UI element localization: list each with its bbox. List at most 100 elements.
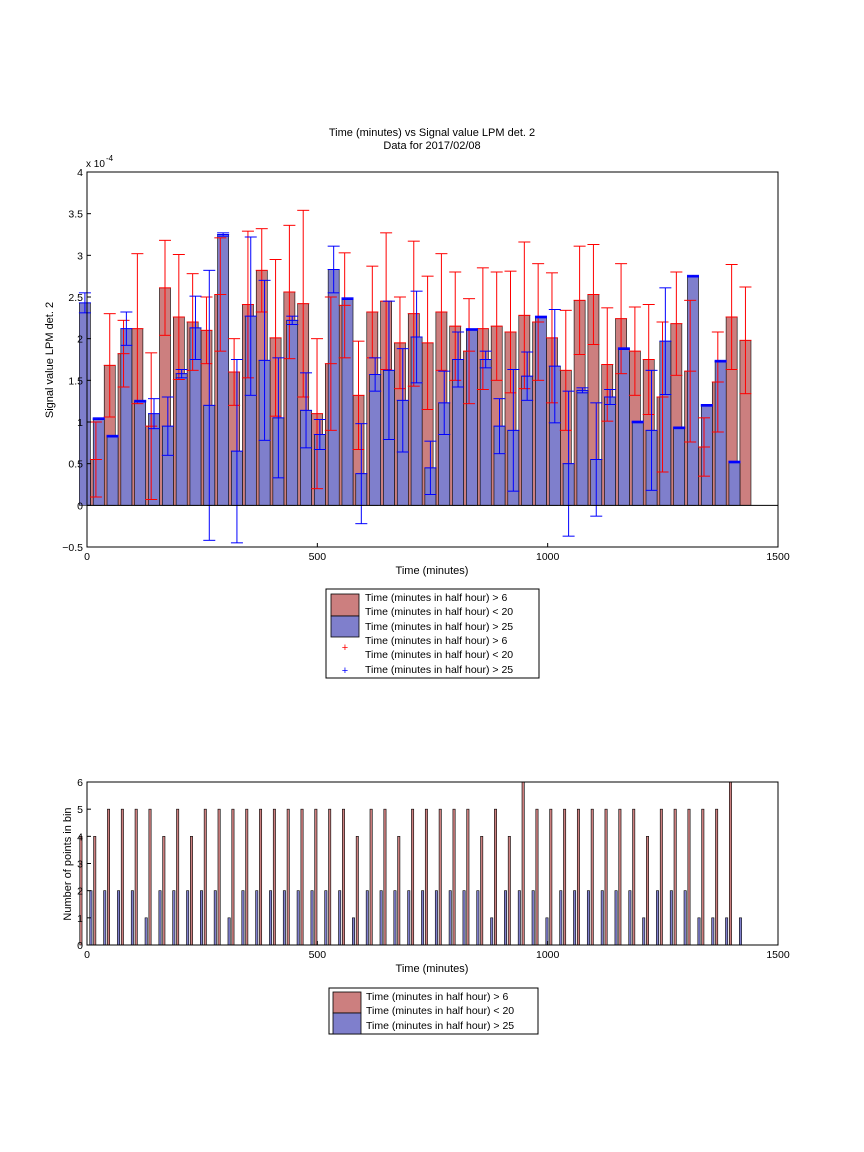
x-tick-label: 0: [84, 551, 90, 563]
bar-blue: [134, 400, 147, 506]
x-tick-label: 500: [309, 551, 327, 563]
bar-blue: [286, 320, 299, 506]
count-bar-red: [507, 836, 511, 946]
count-bar-red: [728, 781, 732, 946]
count-bar-blue: [172, 890, 176, 946]
legend-entry: Time (minutes in half hour) > 6: [365, 592, 507, 604]
bar-blue: [327, 269, 340, 506]
count-bar-red: [466, 808, 470, 946]
count-bar-red: [673, 808, 677, 946]
count-bar-red: [590, 808, 594, 946]
count-bar-red: [701, 808, 705, 946]
count-bar-blue: [586, 890, 590, 946]
count-bar-blue: [158, 890, 162, 946]
y-tick-label: 2.5: [68, 292, 83, 304]
count-bar-blue: [269, 890, 273, 946]
legend-marker-red: +: [342, 642, 348, 654]
count-bar-blue: [642, 917, 646, 946]
count-bar-red: [231, 808, 235, 946]
count-bar-blue: [338, 890, 342, 946]
exponent-power: -4: [106, 154, 114, 163]
count-legend: Time (minutes in half hour) > 6 Time (mi…: [328, 987, 539, 1035]
legend-box: [328, 987, 539, 1035]
plot-frame: [86, 171, 779, 548]
count-bar-red: [549, 808, 553, 946]
y-tick-label: 0.5: [68, 459, 83, 471]
count-bar-red: [342, 808, 345, 946]
count-bar-red: [397, 836, 401, 946]
count-bar-blue: [517, 890, 521, 946]
count-bar-red: [134, 808, 138, 946]
y-tick-label: 2: [77, 334, 83, 346]
y-tick-label: −0.5: [62, 542, 83, 554]
y-tick-label: 3: [77, 250, 83, 262]
count-bar-blue: [255, 890, 259, 946]
chart-title: Time (minutes) vs Signal value LPM det. …: [329, 127, 535, 139]
legend-swatch-red: [332, 991, 362, 1014]
legend-box: [325, 588, 540, 679]
y-tick-label: 4: [77, 167, 83, 179]
bar-blue: [700, 405, 713, 506]
y-tick-label: 4: [77, 831, 83, 843]
count-bar-blue: [310, 890, 314, 946]
count-bar-blue: [352, 917, 355, 946]
count-bar-red: [259, 808, 263, 946]
count-bar-blue: [379, 890, 383, 946]
count-bar-red: [383, 808, 387, 946]
y-axis-label: Number of points in bin: [62, 807, 74, 920]
count-bar-red: [203, 808, 207, 946]
bar-blue: [673, 427, 685, 506]
legend-entry: Time (minutes in half hour) > 6: [365, 635, 507, 647]
y-tick-label: 5: [77, 804, 83, 816]
x-axis-label: Time (minutes): [396, 963, 469, 975]
count-bar-blue: [600, 890, 604, 946]
count-bar-red: [369, 808, 373, 946]
count-bar-blue: [628, 890, 632, 946]
legend-entry: Time (minutes in half hour) > 25: [365, 621, 513, 633]
count-bar-blue: [559, 890, 563, 946]
bar-blue: [217, 234, 229, 506]
count-bar-blue: [669, 890, 673, 946]
count-bar-blue: [186, 890, 190, 946]
count-bar-red: [646, 836, 649, 946]
legend-swatch-blue: [330, 615, 360, 638]
count-bar-blue: [476, 890, 480, 946]
y-tick-label: 1.5: [68, 375, 83, 387]
bar-blue: [714, 360, 727, 506]
count-axes: 0 500 1000 1500 0 1 2 3 4 5 6: [77, 777, 790, 961]
count-bar-blue: [434, 890, 438, 946]
y-tick-label: 0: [77, 500, 83, 512]
x-tick-label: 1000: [536, 949, 560, 961]
count-bar-red: [715, 808, 719, 946]
count-bar-blue: [462, 890, 466, 946]
count-bar-red: [120, 808, 124, 946]
legend-swatch-blue: [332, 1012, 362, 1035]
legend-entry: Time (minutes in half hour) > 6: [366, 991, 508, 1003]
bar-blue: [576, 390, 589, 506]
chart-subtitle: Data for 2017/02/08: [383, 140, 480, 152]
count-bar-red: [162, 836, 166, 946]
bar-blue: [466, 329, 478, 506]
count-bar-blue: [683, 890, 687, 946]
bar-blue: [479, 359, 492, 506]
count-bar-blue: [545, 917, 549, 946]
count-bar-blue: [504, 890, 507, 946]
count-bar-red: [176, 808, 180, 946]
count-bar-red: [480, 836, 484, 946]
y-tick-label: 3: [77, 859, 83, 871]
signal-legend: + + Time (minutes in half hour) > 6 Time…: [325, 588, 540, 679]
legend-entry: Time (minutes in half hour) > 25: [365, 664, 513, 676]
bar-blue: [341, 298, 354, 506]
legend-entry: Time (minutes in half hour) > 25: [366, 1020, 514, 1032]
count-bar-red: [355, 836, 359, 946]
count-chart: 0 500 1000 1500 0 1 2 3 4 5 6 Time (minutes) Numbe…: [62, 777, 790, 1035]
x-tick-label: 1500: [766, 551, 790, 563]
count-bar-red: [604, 808, 608, 946]
bar-blue: [604, 396, 616, 506]
count-bar-blue: [227, 917, 231, 946]
legend-entry: Time (minutes in half hour) < 20: [365, 649, 513, 661]
count-bar-red: [217, 808, 221, 946]
x-tick-label: 0: [84, 949, 90, 961]
bar-blue: [618, 348, 630, 506]
y-tick-label: 1: [77, 913, 83, 925]
